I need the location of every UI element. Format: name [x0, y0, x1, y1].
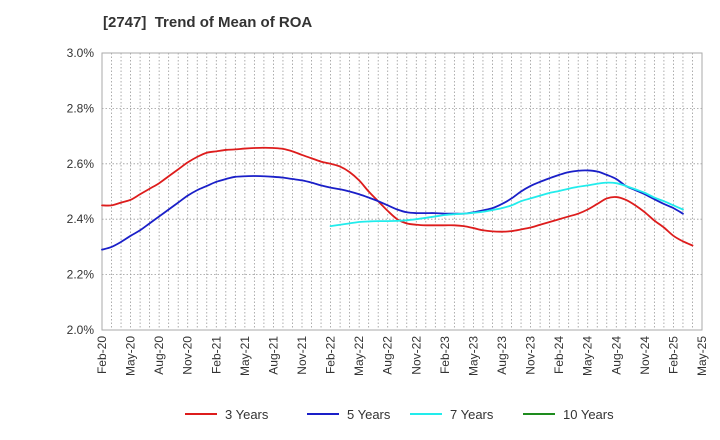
x-tick-label: Nov-21 [295, 336, 309, 375]
plot-frame [101, 52, 703, 331]
x-tick-label: Nov-22 [409, 336, 423, 375]
x-tick-label: Feb-24 [552, 336, 566, 374]
x-tick-label: Aug-22 [381, 336, 395, 375]
x-axis: Feb-20 May-20 Aug-20 Nov-20 Feb-21 May-21 Aug-… [95, 336, 709, 376]
x-tick-label: Nov-23 [524, 336, 538, 375]
series-line-7-years [329, 181, 684, 228]
legend-label-7-years: 7 Years [450, 407, 494, 422]
series-line-5-years [101, 169, 684, 251]
legend: 3 Years 5 Years 7 Years 10 Years [185, 407, 614, 422]
y-tick-label: 2.2% [67, 268, 95, 282]
y-tick-label: 2.4% [67, 212, 95, 226]
y-tick-label: 2.8% [67, 101, 95, 115]
x-tick-label: Feb-23 [438, 336, 452, 374]
series-line-3-years [101, 146, 694, 247]
x-tick-label: Aug-21 [266, 336, 280, 375]
x-tick-label: Aug-24 [609, 336, 623, 375]
legend-label-10-years: 10 Years [563, 407, 614, 422]
y-tick-label: 2.6% [67, 157, 95, 171]
chart-title: [2747] Trend of Mean of ROA [103, 14, 313, 31]
x-tick-label: May-23 [466, 336, 480, 376]
x-tick-label: Nov-24 [638, 336, 652, 375]
x-tick-label: Nov-20 [181, 336, 195, 375]
x-tick-label: Aug-20 [152, 336, 166, 375]
x-tick-label: May-24 [581, 336, 595, 376]
x-tick-label: Feb-25 [666, 336, 680, 374]
x-tick-label: May-25 [695, 336, 709, 376]
series-layer [101, 146, 694, 251]
legend-label-5-years: 5 Years [347, 407, 391, 422]
x-tick-label: Feb-21 [209, 336, 223, 374]
x-tick-label: May-21 [238, 336, 252, 376]
legend-label-3-years: 3 Years [225, 407, 269, 422]
y-tick-label: 2.0% [67, 323, 95, 337]
x-tick-label: Feb-22 [324, 336, 338, 374]
x-tick-label: May-20 [124, 336, 138, 376]
y-tick-label: 3.0% [67, 46, 95, 60]
x-tick-label: Feb-20 [95, 336, 109, 374]
grid-layer [102, 53, 702, 330]
x-tick-label: May-22 [352, 336, 366, 376]
y-axis: 2.0% 2.2% 2.4% 2.6% 2.8% 3.0% [67, 46, 95, 337]
x-tick-label: Aug-23 [495, 336, 509, 375]
